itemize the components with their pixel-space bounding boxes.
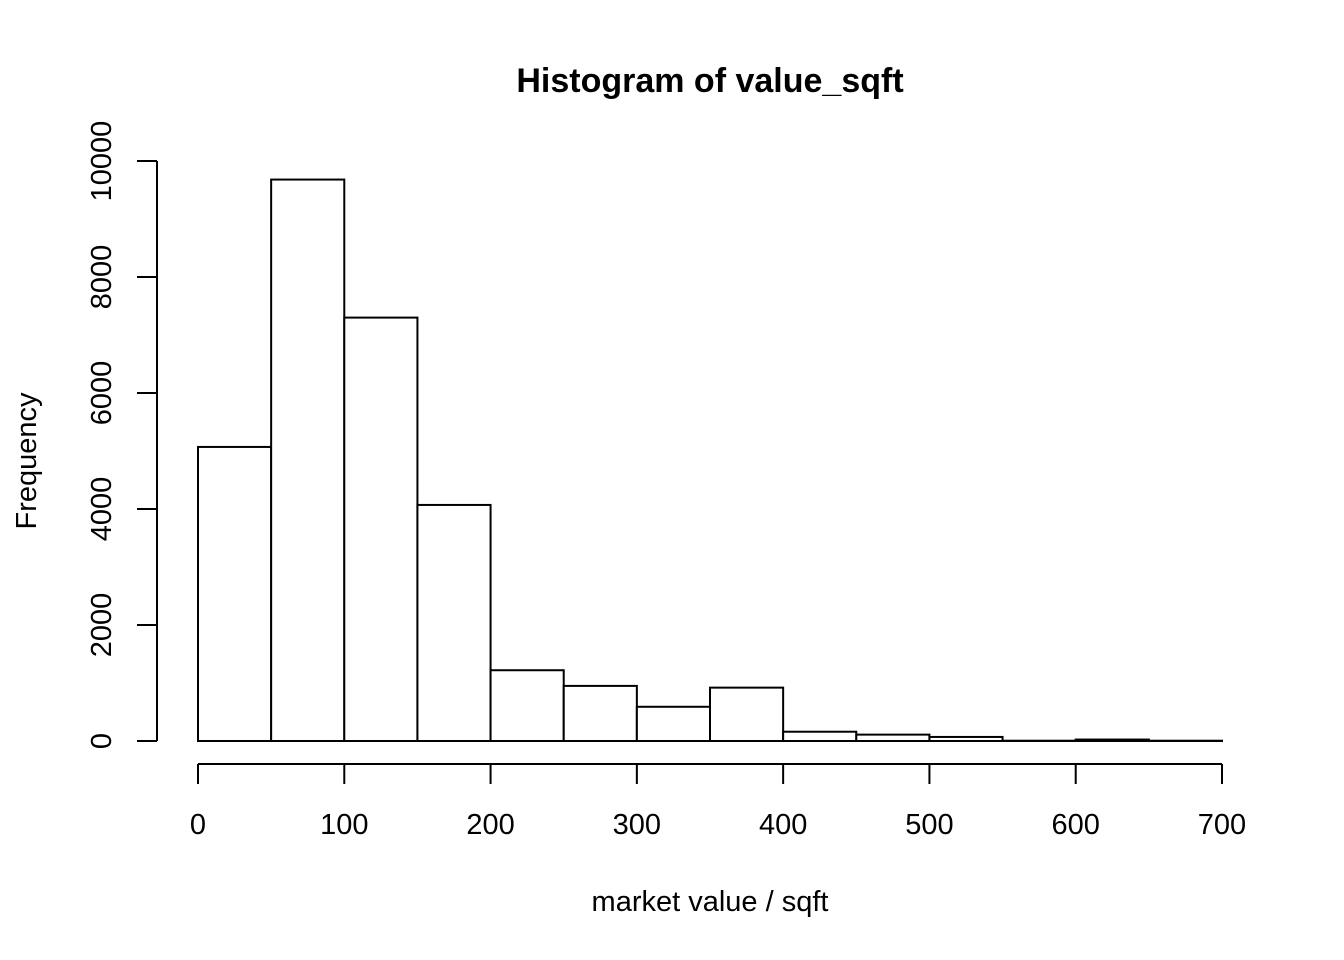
histogram-bar [1074, 738, 1150, 742]
chart-title: Histogram of value_sqft [516, 62, 903, 100]
histogram-bar [270, 178, 346, 742]
histogram-bar [197, 445, 273, 742]
x-tick-label: 600 [1052, 809, 1100, 841]
histogram-bar [782, 730, 858, 742]
y-tick-label: 4000 [86, 477, 118, 542]
y-axis-label: Frequency [11, 392, 43, 530]
histogram-bar [709, 686, 785, 743]
x-tick-label: 100 [320, 809, 368, 841]
histogram-bar [855, 733, 931, 742]
histogram-bar [635, 705, 711, 743]
histogram-bar [416, 503, 492, 742]
x-axis: 0 100 200 300 400 500 600 700 [190, 763, 1246, 841]
x-tick-label: 0 [190, 809, 206, 841]
x-tick-label: 500 [905, 809, 953, 841]
histogram-bar [562, 684, 638, 743]
histogram-bar [489, 669, 565, 742]
bars-group [197, 178, 1224, 743]
y-tick-label: 10000 [86, 121, 118, 202]
y-tick-label: 8000 [86, 245, 118, 310]
x-tick-label: 300 [613, 809, 661, 841]
y-tick-label: 6000 [86, 361, 118, 426]
x-axis-label: market value / sqft [592, 886, 829, 918]
y-axis: 0 2000 4000 6000 8000 10000 [86, 121, 158, 749]
histogram-bar [928, 735, 1004, 743]
x-tick-label: 200 [466, 809, 514, 841]
x-tick-label: 700 [1198, 809, 1246, 841]
y-tick-label: 2000 [86, 593, 118, 658]
x-tick-label: 400 [759, 809, 807, 841]
histogram-bar [343, 316, 419, 742]
y-tick-label: 0 [86, 733, 118, 749]
